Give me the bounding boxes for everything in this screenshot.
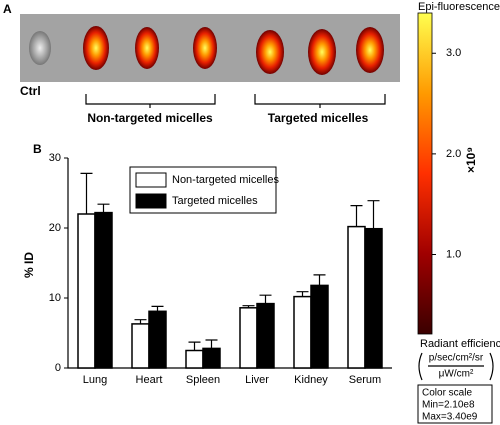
bar xyxy=(364,227,383,369)
colorbar xyxy=(417,12,433,335)
x-tick-label: Serum xyxy=(349,374,381,386)
x-tick-label: Spleen xyxy=(186,374,220,386)
error-bar xyxy=(80,172,93,214)
bar xyxy=(239,307,258,369)
bar xyxy=(256,302,275,369)
panel-label: A xyxy=(3,2,12,16)
bar xyxy=(131,323,150,369)
error-bar xyxy=(242,305,255,308)
error-bar xyxy=(205,339,218,349)
group-label: Non-targeted micelles xyxy=(87,111,213,125)
x-tick-label: Heart xyxy=(136,374,163,386)
bracket xyxy=(85,94,216,108)
organ xyxy=(308,29,336,75)
unit-bottom: μW/cm² xyxy=(439,369,474,380)
bar xyxy=(148,310,167,369)
legend-label: Non-targeted micelles xyxy=(172,174,279,186)
error-bar xyxy=(259,294,272,304)
panel-a: A Ctrl Non-targeted micelles Targeted mi… xyxy=(3,2,400,125)
x-tick-label: Liver xyxy=(245,374,269,386)
organ xyxy=(193,27,217,69)
bracket xyxy=(254,94,386,108)
error-bar xyxy=(350,205,363,227)
y-tick-label: 20 xyxy=(49,222,61,234)
legend-label: Targeted micelles xyxy=(172,195,258,207)
bar xyxy=(202,347,221,369)
bar xyxy=(94,211,113,369)
colorbar-tick-label: 1.0 xyxy=(446,248,461,260)
legend-swatch xyxy=(135,172,167,188)
unit-top: p/sec/cm²/sr xyxy=(429,353,484,364)
organ xyxy=(356,27,384,73)
unit-fraction xyxy=(418,352,494,381)
colorbar-tick-label: 2.0 xyxy=(446,148,461,160)
scale-box-text: Min=2.10e8 xyxy=(422,400,475,411)
error-bar xyxy=(134,319,147,324)
error-bar xyxy=(313,274,326,286)
error-bar xyxy=(367,200,380,229)
bar xyxy=(77,213,96,369)
group-label: Targeted micelles xyxy=(268,111,369,125)
organ xyxy=(83,26,109,70)
error-bar xyxy=(296,291,309,297)
y-tick-label: 10 xyxy=(49,292,61,304)
legend-swatch xyxy=(135,193,167,209)
colorbar-caption: Radiant efficiency xyxy=(420,338,500,350)
x-tick-label: Kidney xyxy=(294,374,328,386)
scale-box xyxy=(417,384,493,424)
bar xyxy=(293,295,312,369)
panel-label: B xyxy=(33,142,42,156)
error-bar xyxy=(151,305,164,312)
scale-box-text: Color scale xyxy=(422,388,472,399)
colorbar-title: Epi-fluorescence xyxy=(418,1,500,13)
bar xyxy=(347,225,366,369)
organ xyxy=(135,27,159,69)
bar xyxy=(185,349,204,369)
y-tick-label: 0 xyxy=(55,362,61,374)
scale-box-text: Max=3.40e9 xyxy=(422,412,478,423)
error-bar xyxy=(97,203,110,213)
ctrl-label: Ctrl xyxy=(20,84,41,98)
bar xyxy=(310,284,329,369)
x-tick-label: Lung xyxy=(83,374,107,386)
error-bar xyxy=(188,341,201,351)
colorbar-axis-title: ×10⁹ xyxy=(464,147,478,173)
y-tick-label: 30 xyxy=(49,152,61,164)
organ xyxy=(29,31,51,65)
colorbar-tick-label: 3.0 xyxy=(446,47,461,59)
organ xyxy=(256,30,284,74)
y-axis-title: % ID xyxy=(22,252,36,278)
